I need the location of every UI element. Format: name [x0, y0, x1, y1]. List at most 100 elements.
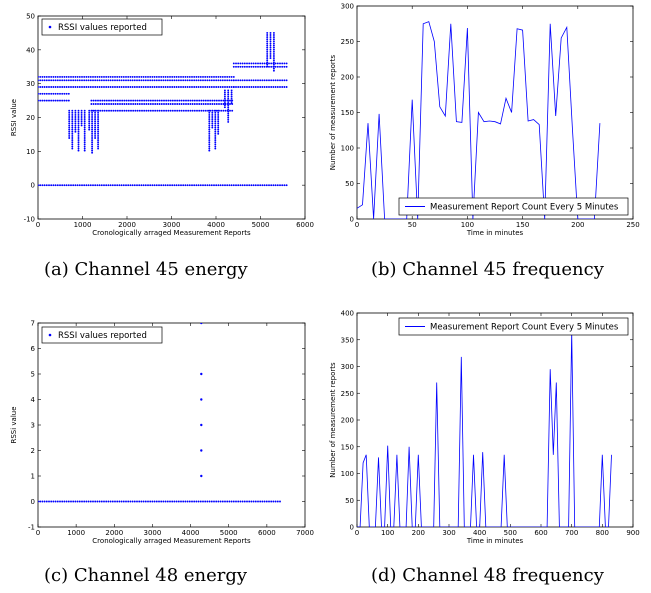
- data-point: [208, 132, 211, 135]
- data-point: [88, 109, 91, 112]
- data-point: [199, 75, 202, 78]
- legend: RSSI values reported: [41, 18, 163, 36]
- y-tick-label: 1: [31, 473, 35, 481]
- data-point: [213, 75, 215, 78]
- data-point: [239, 86, 242, 88]
- data-point: [223, 95, 226, 98]
- data-point: [213, 103, 216, 105]
- data-point: [97, 103, 99, 105]
- data-point: [97, 120, 100, 123]
- data-point: [215, 500, 218, 503]
- data-point: [230, 95, 233, 98]
- data-point: [266, 44, 269, 47]
- chart-d: 0 100 200 300 400 500 600 700 800 900 0 50 100 150 200…: [329, 310, 640, 546]
- data-point: [94, 137, 97, 139]
- data-point: [173, 184, 176, 187]
- data-point: [206, 500, 209, 503]
- data-point: [85, 75, 88, 78]
- data-point: [178, 109, 181, 112]
- legend: RSSI values reported: [41, 326, 163, 344]
- data-point: [108, 99, 110, 102]
- data-point: [250, 65, 253, 68]
- data-point: [259, 65, 262, 68]
- data-point: [191, 184, 193, 187]
- data-point: [151, 86, 154, 88]
- data-point: [121, 99, 124, 102]
- data-point: [261, 79, 264, 82]
- data-point: [111, 184, 114, 187]
- data-point: [97, 124, 100, 127]
- data-point: [83, 147, 86, 150]
- data-point: [59, 184, 61, 187]
- x-tick-label: 250: [626, 221, 639, 229]
- data-point: [184, 86, 187, 88]
- data-point: [103, 184, 105, 187]
- data-point: [83, 118, 86, 121]
- x-tick-label: 200: [412, 529, 425, 537]
- data-point: [283, 62, 286, 65]
- data-point: [223, 97, 226, 100]
- data-point: [241, 65, 244, 68]
- data-point: [143, 99, 146, 102]
- data-point: [210, 86, 213, 88]
- data-point: [121, 103, 124, 105]
- data-point: [209, 103, 212, 105]
- data-point: [91, 147, 94, 150]
- data-point: [211, 118, 214, 121]
- data-point: [71, 145, 74, 148]
- data-point: [52, 92, 55, 95]
- data-point: [160, 86, 163, 88]
- data-point: [248, 184, 251, 187]
- data-point: [77, 137, 80, 139]
- data-point: [99, 109, 102, 112]
- data-point: [193, 79, 196, 82]
- data-point: [160, 103, 163, 105]
- data-point: [74, 184, 77, 187]
- data-point: [193, 75, 196, 78]
- data-point: [59, 99, 61, 102]
- data-point: [180, 500, 182, 503]
- y-tick-label: 150: [341, 443, 354, 451]
- data-point: [77, 143, 80, 146]
- y-axis-label: RSSI value: [10, 99, 18, 136]
- plot-frame: [356, 312, 634, 528]
- data-point: [52, 79, 55, 82]
- data-point: [268, 500, 270, 503]
- data-point: [98, 75, 101, 78]
- data-point: [105, 75, 108, 78]
- data-point: [83, 143, 86, 146]
- data-point: [56, 86, 59, 88]
- data-point: [184, 75, 187, 78]
- data-point: [91, 130, 94, 133]
- data-point: [103, 79, 105, 82]
- data-point: [208, 141, 211, 144]
- data-point: [259, 86, 262, 88]
- data-point: [180, 184, 182, 187]
- data-point: [239, 65, 242, 68]
- data-point: [114, 86, 116, 88]
- y-tick-label: 7: [31, 320, 35, 328]
- data-point: [149, 103, 152, 105]
- data-point: [68, 134, 71, 137]
- data-point: [138, 103, 141, 105]
- data-point: [144, 86, 147, 88]
- data-point: [39, 99, 42, 102]
- chart-b: 0 50 100 150 200 250 0 50 100 150 200 250 300 Time in…: [329, 3, 640, 238]
- data-point: [156, 103, 159, 105]
- data-point: [81, 500, 83, 503]
- data-point: [94, 99, 97, 102]
- data-point: [281, 79, 284, 82]
- data-point: [48, 500, 50, 503]
- data-point: [160, 109, 163, 112]
- data-point: [158, 79, 160, 82]
- data-point: [261, 500, 264, 503]
- caption-a: (a) Channel 45 energy: [44, 259, 248, 280]
- data-point: [199, 79, 202, 82]
- data-point: [147, 103, 150, 105]
- data-point: [56, 99, 59, 102]
- data-point: [103, 500, 105, 503]
- y-tick-label: -1: [28, 524, 35, 532]
- data-point: [38, 500, 39, 503]
- data-point: [43, 92, 46, 95]
- data-point: [72, 86, 75, 88]
